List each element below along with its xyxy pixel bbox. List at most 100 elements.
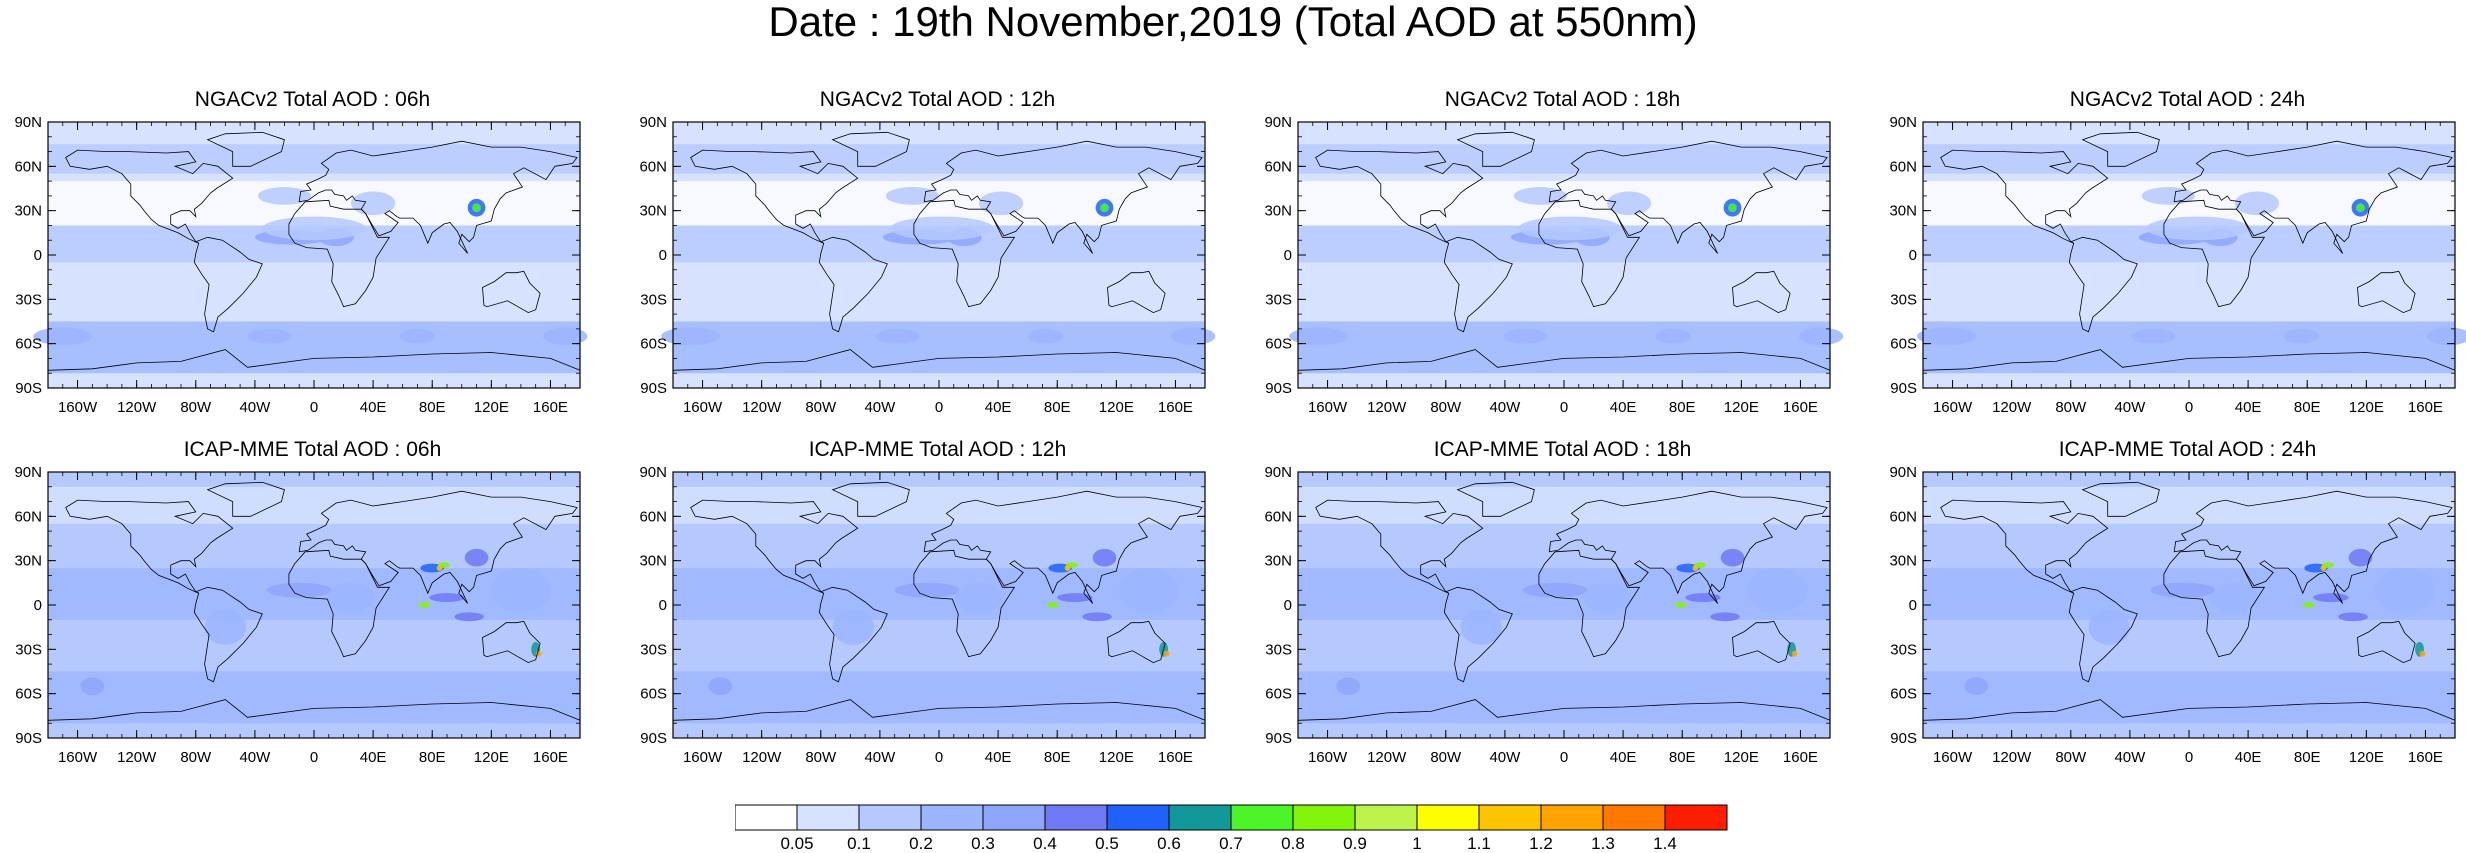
colorbar-label: 0.05: [780, 834, 813, 852]
lon-tick-label: 120E: [2349, 749, 2384, 766]
aod-band: [1298, 321, 1830, 374]
aod-plume: [350, 191, 396, 216]
aod-plume: [491, 568, 551, 613]
aod-plume: [2320, 565, 2327, 572]
lat-tick-label: 30S: [15, 291, 42, 308]
lon-tick-label: 80W: [180, 399, 212, 416]
lon-tick-label: 160E: [533, 749, 568, 766]
aod-band: [673, 144, 1205, 174]
aod-band: [48, 144, 580, 174]
lat-tick-label: 30S: [1890, 641, 1917, 658]
lat-tick-label: 30S: [1890, 291, 1917, 308]
aod-plume: [327, 582, 375, 613]
aod-plume: [1064, 565, 1071, 572]
lat-tick-label: 0: [34, 247, 42, 264]
lon-tick-label: 40W: [1489, 749, 1521, 766]
colorbar-label: 0.8: [1281, 834, 1305, 852]
lon-tick-label: 160W: [1933, 399, 1973, 416]
lon-tick-label: 120W: [742, 399, 782, 416]
aod-plume: [1082, 612, 1112, 622]
lon-tick-label: 40E: [985, 399, 1012, 416]
aod-band: [673, 321, 1205, 374]
aod-plume: [1583, 582, 1631, 613]
lat-tick-label: 30N: [14, 203, 42, 220]
aod-plume: [1513, 187, 1567, 205]
coastline-eurasia: [923, 490, 1203, 604]
lon-tick-label: 40W: [1489, 399, 1521, 416]
aod-plume: [661, 327, 721, 346]
aod-plume: [1674, 602, 1687, 608]
aod-plume: [429, 593, 465, 603]
aod-plume: [1171, 327, 1216, 346]
coastline-africa: [288, 199, 391, 308]
colorbar-label: 1.3: [1591, 834, 1615, 852]
lon-tick-label: 80E: [1044, 749, 1071, 766]
coastline-eurasia: [1548, 490, 1828, 604]
map-panel-icap-18: ICAP-MME Total AOD : 18h 90N 60N 30N 0 30S 60…: [1250, 438, 1831, 778]
colorbar-swatch: [982, 804, 1046, 831]
aod-plume: [257, 187, 312, 205]
coastline-north-america: [690, 499, 859, 594]
coastline-greenland: [1456, 131, 1535, 167]
lat-tick-label: 90S: [640, 730, 667, 747]
lat-tick-label: 60S: [640, 336, 667, 353]
lon-tick-label: 40W: [239, 749, 271, 766]
aod-plume: [1747, 568, 1807, 613]
aod-plume: [2348, 548, 2373, 567]
aod-map-ngac-12: 90N 60N 30N 0 30S 60S 90S 160W 120W 80W 40W 0 40E 80E…: [639, 114, 1216, 416]
colorbar-label: 0.9: [1343, 834, 1367, 852]
colorbar-swatch: [920, 804, 984, 831]
lat-tick-label: 60N: [1264, 158, 1292, 175]
lon-tick-label: 120W: [117, 749, 157, 766]
aod-plume: [2150, 582, 2216, 598]
aod-band: [673, 486, 1205, 524]
lat-tick-label: 30N: [1889, 553, 1917, 570]
lat-tick-label: 60S: [1265, 686, 1292, 703]
coastline-greenland: [206, 481, 285, 517]
aod-map-icap-18: 90N 60N 30N 0 30S 60S 90S 160W 120W 80W 40W 0 40E 80E…: [1264, 464, 1831, 766]
aod-plume: [2211, 582, 2259, 613]
aod-plume: [832, 609, 874, 645]
lon-tick-label: 80E: [1669, 749, 1696, 766]
aod-band: [1298, 486, 1830, 524]
lat-tick-label: 90S: [1265, 380, 1292, 397]
lon-tick-label: 40E: [360, 399, 387, 416]
aod-plume: [1100, 203, 1109, 213]
aod-plume: [2283, 328, 2320, 344]
lon-tick-label: 0: [2185, 749, 2193, 766]
aod-plume: [890, 216, 994, 241]
lon-tick-label: 80E: [1669, 399, 1696, 416]
lat-tick-label: 90N: [1889, 464, 1917, 481]
lat-tick-label: 0: [34, 597, 42, 614]
lat-tick-label: 0: [659, 597, 667, 614]
aod-plume: [543, 327, 588, 346]
lon-tick-label: 40W: [2114, 749, 2146, 766]
lon-tick-label: 40W: [864, 399, 896, 416]
lat-tick-label: 30S: [1265, 641, 1292, 658]
lat-tick-label: 90S: [640, 380, 667, 397]
aod-plume: [454, 612, 484, 622]
coastline-north-america: [65, 149, 234, 244]
aod-band: [48, 321, 580, 374]
aod-plume: [894, 582, 960, 598]
lon-tick-label: 160E: [1783, 399, 1818, 416]
coastline-south-america: [1443, 586, 1513, 683]
lat-tick-label: 0: [659, 247, 667, 264]
lat-tick-label: 90S: [1265, 730, 1292, 747]
aod-plume: [1964, 677, 1989, 696]
aod-map-icap-06: 90N 60N 30N 0 30S 60S 90S 160W 120W 80W 40W 0 40E 80E…: [14, 464, 581, 766]
map-panel-icap-24: ICAP-MME Total AOD : 24h 90N 60N 30N 0 30S 60…: [1875, 438, 2456, 778]
coastline-antarctica: [1922, 699, 2456, 721]
lat-tick-label: 30S: [1265, 291, 1292, 308]
colorbar-label: 1: [1412, 834, 1421, 852]
aod-plume: [2146, 216, 2250, 241]
colorbar-swatch: [1292, 804, 1356, 831]
lon-tick-label: 40W: [864, 749, 896, 766]
aod-plume: [1057, 593, 1093, 603]
coastline-australia: [1107, 620, 1166, 664]
lon-tick-label: 160W: [1308, 749, 1348, 766]
coastline-africa: [288, 549, 391, 658]
coastline-greenland: [2081, 131, 2160, 167]
lon-tick-label: 160E: [1158, 399, 1193, 416]
lon-tick-label: 80W: [1430, 399, 1462, 416]
